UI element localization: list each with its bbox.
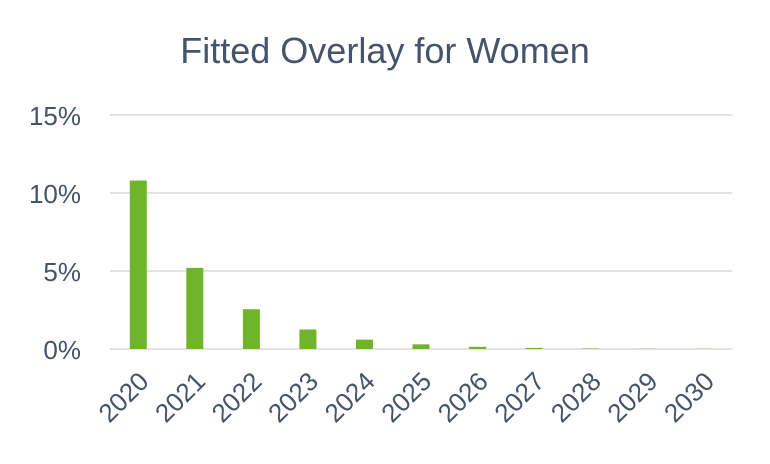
y-tick-label: 0% (43, 335, 81, 365)
bar-2025 (412, 344, 430, 349)
x-tick-label: 2020 (92, 366, 154, 428)
chart-title: Fitted Overlay for Women (180, 30, 589, 71)
y-tick-label: 5% (43, 257, 81, 287)
y-tick-label: 15% (29, 101, 81, 131)
bar-2023 (299, 329, 317, 349)
bar-2027 (525, 347, 543, 349)
x-axis-tick-labels: 2020202120222023202420252026202720282029… (92, 366, 720, 428)
y-axis-tick-labels: 0% 5% 10% 15% (29, 101, 81, 365)
x-tick-label: 2028 (545, 366, 607, 428)
x-tick-label: 2024 (319, 366, 381, 428)
y-tick-label: 10% (29, 179, 81, 209)
x-tick-label: 2023 (262, 366, 324, 428)
x-tick-label: 2029 (601, 366, 663, 428)
x-tick-label: 2027 (488, 366, 550, 428)
bar-2024 (355, 339, 373, 349)
x-tick-label: 2025 (375, 366, 437, 428)
x-tick-label: 2022 (205, 366, 267, 428)
bar-2026 (469, 346, 487, 349)
x-tick-label: 2026 (432, 366, 494, 428)
bar-2020 (129, 180, 147, 349)
x-tick-label: 2030 (658, 366, 720, 428)
bar-2021 (186, 267, 204, 349)
x-tick-label: 2021 (149, 366, 211, 428)
bars (129, 180, 713, 349)
bar-2022 (242, 309, 260, 349)
